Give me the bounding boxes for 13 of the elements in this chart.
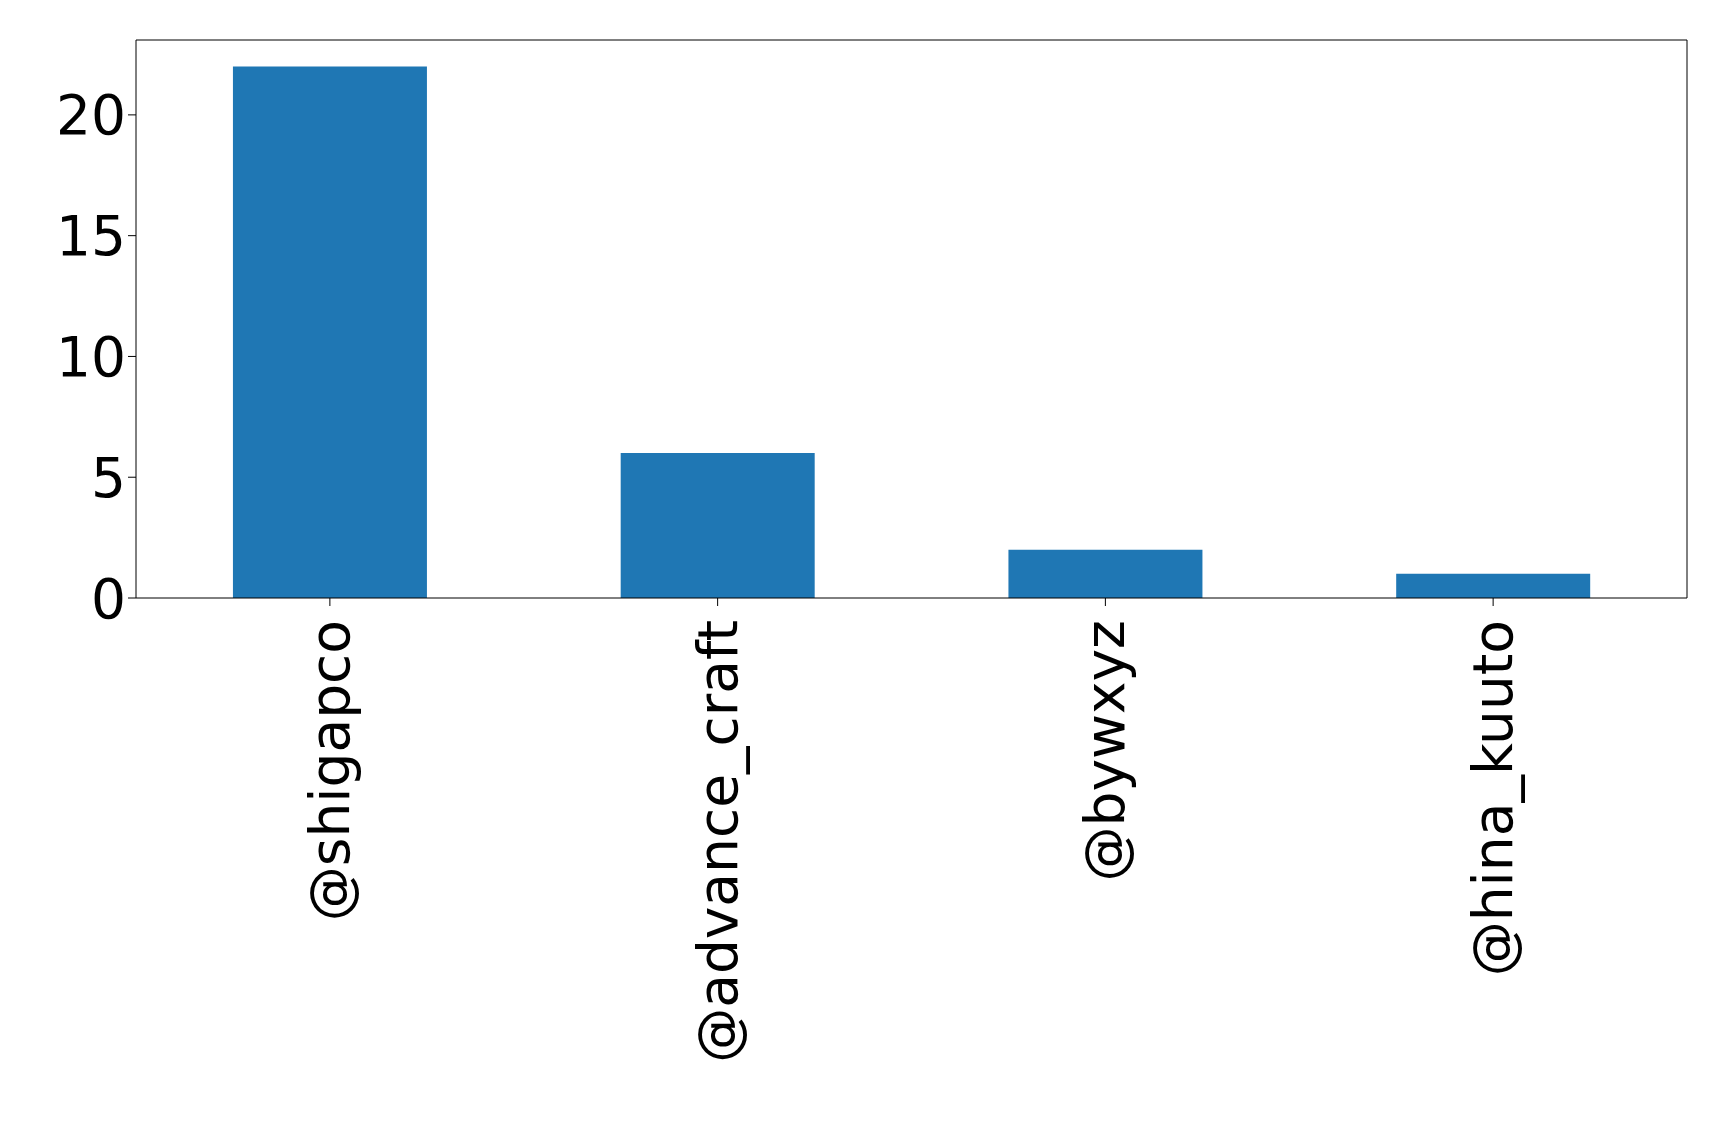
bar xyxy=(1396,573,1591,598)
bar xyxy=(1008,549,1203,598)
y-tick-label: 15 xyxy=(56,204,126,269)
bar xyxy=(232,66,427,598)
y-tick-label: 20 xyxy=(56,83,126,148)
y-tick-label: 5 xyxy=(91,445,126,510)
y-tick-label: 10 xyxy=(56,324,126,389)
bar xyxy=(620,453,815,598)
x-tick-label: @bywxyz xyxy=(1073,620,1138,882)
x-tick-label: @advance_craft xyxy=(685,620,750,1063)
x-tick-label: @hina_kuuto xyxy=(1461,620,1526,977)
x-tick-label: @shigapco xyxy=(297,620,362,922)
y-tick-label: 0 xyxy=(91,566,126,631)
